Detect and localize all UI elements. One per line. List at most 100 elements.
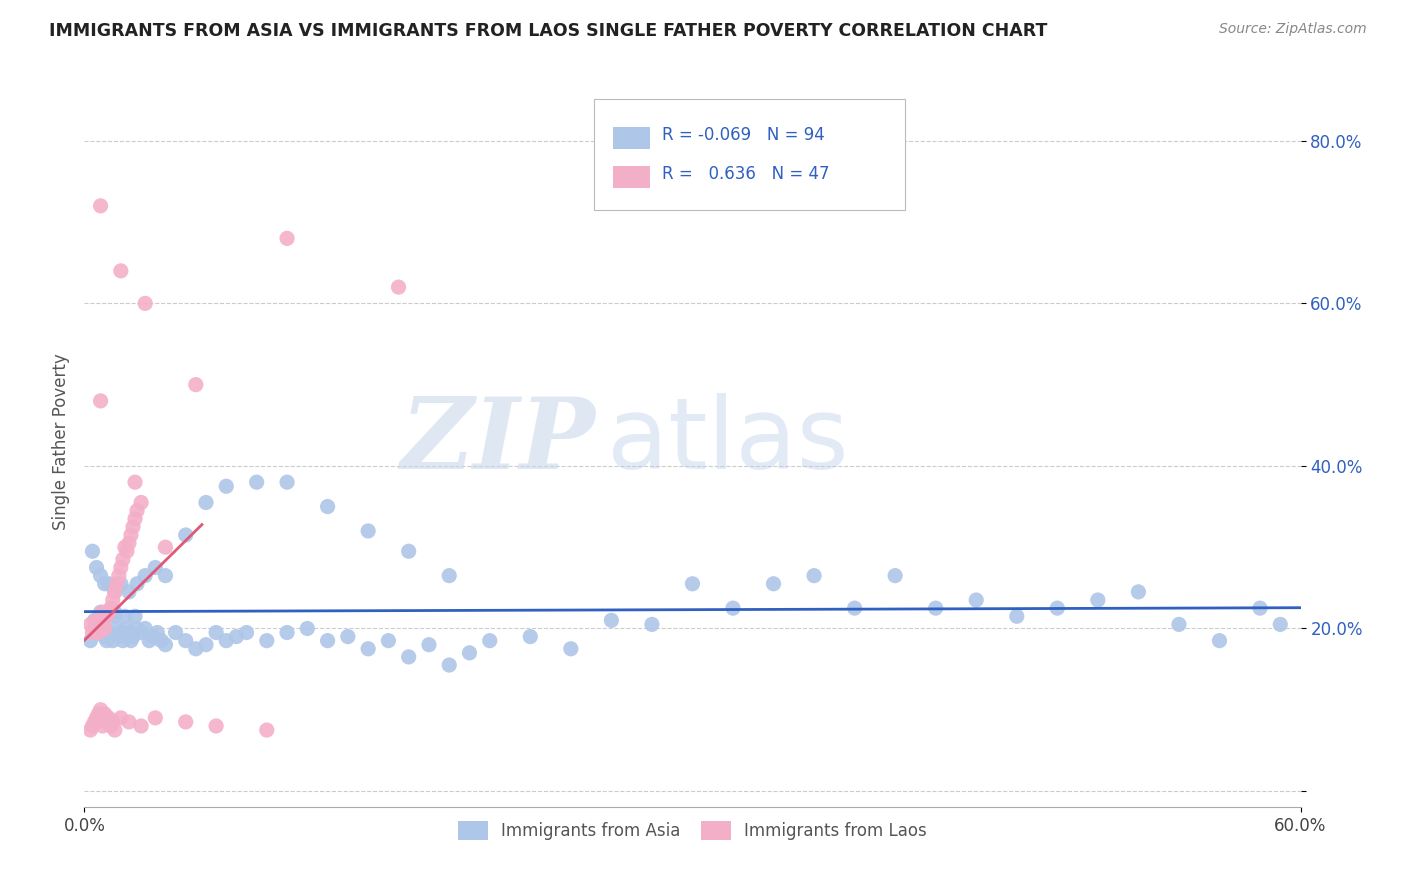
Point (82, 544, 104, 558)
Point (398, 544, 420, 558)
Point (357, 641, 380, 656)
Point (884, 568, 907, 582)
Point (965, 593, 987, 607)
Point (90, 617, 112, 632)
Point (256, 723, 278, 737)
Text: R = -0.069   N = 94: R = -0.069 N = 94 (662, 126, 825, 145)
Point (110, 264, 132, 278)
Point (97, 609, 120, 624)
Point (105, 622, 128, 636)
Point (155, 540, 177, 554)
Point (83, 622, 105, 636)
Point (110, 576, 132, 591)
Point (90, 393, 112, 408)
Point (86, 613, 108, 627)
Point (184, 641, 207, 656)
Point (316, 633, 339, 648)
Point (458, 646, 481, 660)
Point (100, 719, 122, 733)
Point (1270, 617, 1292, 632)
Point (96, 609, 118, 624)
Point (97, 625, 120, 640)
Point (79, 633, 101, 648)
Point (1128, 585, 1150, 599)
Text: Source: ZipAtlas.com: Source: ZipAtlas.com (1219, 22, 1367, 37)
Point (215, 479, 238, 493)
Point (87, 706, 110, 721)
Text: atlas: atlas (607, 393, 849, 490)
Point (86, 622, 108, 636)
Point (104, 605, 127, 619)
Point (105, 576, 128, 591)
Point (96, 714, 118, 729)
Point (174, 633, 197, 648)
Point (93, 706, 115, 721)
Point (111, 552, 134, 566)
Point (803, 568, 825, 582)
Point (142, 630, 165, 644)
Point (118, 536, 141, 550)
Point (1167, 617, 1189, 632)
Point (125, 576, 148, 591)
Point (97, 605, 120, 619)
Point (925, 601, 948, 615)
Point (118, 585, 141, 599)
Point (235, 625, 257, 640)
FancyBboxPatch shape (593, 99, 905, 210)
Point (165, 625, 187, 640)
Point (129, 625, 152, 640)
Point (600, 613, 623, 627)
Point (122, 630, 145, 644)
Point (122, 520, 145, 534)
Point (721, 601, 744, 615)
Point (87, 625, 110, 640)
Point (155, 638, 177, 652)
Point (96, 633, 118, 648)
Point (79, 723, 101, 737)
Point (276, 625, 298, 640)
Point (90, 703, 112, 717)
Point (276, 475, 298, 490)
Point (104, 609, 127, 624)
Point (276, 231, 298, 245)
Point (83, 714, 105, 729)
Point (86, 711, 108, 725)
Point (560, 641, 582, 656)
Point (91, 719, 114, 733)
Point (246, 475, 269, 490)
Point (184, 377, 207, 392)
Point (90, 605, 112, 619)
Point (215, 633, 238, 648)
Point (194, 495, 218, 509)
Point (120, 528, 142, 542)
Point (387, 280, 409, 294)
Point (93, 622, 115, 636)
Point (124, 609, 146, 624)
Point (104, 723, 127, 737)
Point (82, 625, 104, 640)
Point (101, 714, 124, 729)
Point (87, 625, 110, 640)
Point (138, 633, 160, 648)
Point (478, 633, 501, 648)
Point (357, 524, 380, 538)
Point (641, 617, 664, 632)
Point (146, 625, 169, 640)
Point (101, 633, 124, 648)
Point (93, 576, 115, 591)
Point (143, 560, 166, 574)
Point (100, 601, 122, 615)
Point (79, 617, 101, 632)
Point (115, 544, 138, 558)
Point (108, 568, 131, 582)
Text: R =   0.636   N = 47: R = 0.636 N = 47 (662, 165, 830, 183)
Point (174, 528, 197, 542)
Point (377, 633, 399, 648)
Point (205, 719, 228, 733)
Point (111, 633, 134, 648)
Point (93, 609, 115, 624)
Point (155, 568, 177, 582)
Point (114, 540, 136, 554)
Point (194, 638, 218, 652)
Point (336, 630, 359, 644)
